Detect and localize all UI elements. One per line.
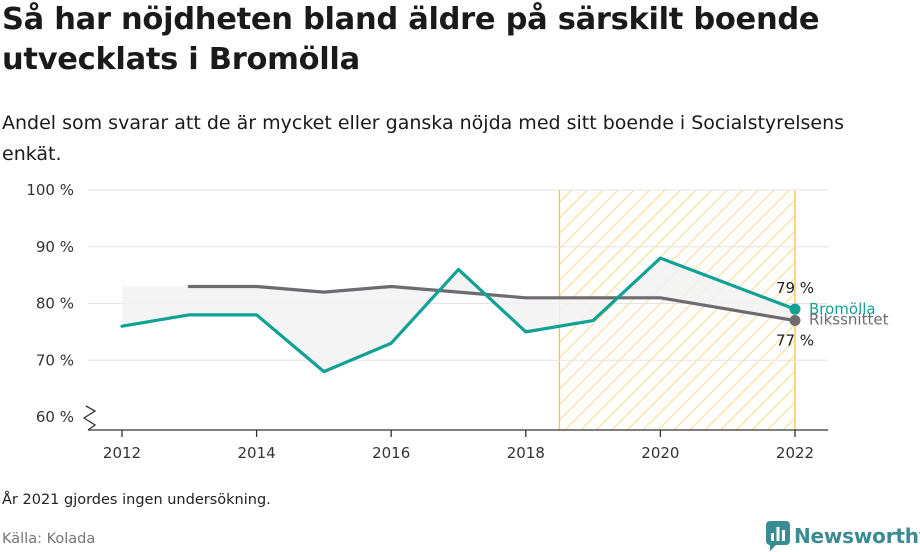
x-tick-label-2020: 2020 <box>641 444 679 462</box>
x-tick-label-2016: 2016 <box>372 444 410 462</box>
x-tick-label-2018: 2018 <box>507 444 545 462</box>
x-tick-label-2014: 2014 <box>238 444 276 462</box>
y-tick-label-100: 100 % <box>26 181 74 199</box>
y-tick-label-80: 80 % <box>36 295 74 313</box>
axes: 60 % 70 % 80 % 90 % 100 % 2012 2014 2016 2018 202… <box>26 181 828 462</box>
newsworthy-logo-icon <box>766 521 790 551</box>
footnote: År 2021 gjordes ingen undersökning. <box>2 492 271 508</box>
series-lines <box>120 256 801 374</box>
source-label: Källa: Kolada <box>2 531 96 547</box>
axis-break-mark <box>82 405 97 431</box>
series-line-rikssnittet <box>187 284 797 323</box>
x-tick-label-2022: 2022 <box>776 444 814 462</box>
newsworthy-logo: Newsworthy <box>766 521 920 551</box>
chart-subtitle: Andel som svarar att de är mycket eller … <box>2 112 845 165</box>
chart-title: Så har nöjdheten bland äldre på särskilt… <box>2 2 820 77</box>
line-chart: 60 % 70 % 80 % 90 % 100 % 2012 2014 2016 2018 202… <box>26 181 889 462</box>
series-line-bromolla <box>120 256 797 374</box>
y-tick-label-60: 60 % <box>36 408 74 426</box>
value-label-rikssnittet: 77 % <box>776 332 814 350</box>
y-tick-label-70: 70 % <box>36 351 74 369</box>
value-label-bromolla: 79 % <box>776 279 814 297</box>
end-point-rikssnittet <box>789 315 801 327</box>
end-point-bromolla <box>789 303 801 315</box>
x-tick-label-2012: 2012 <box>103 444 141 462</box>
y-tick-label-90: 90 % <box>36 238 74 256</box>
series-label-rikssnittet: Rikssnittet <box>809 311 889 329</box>
newsworthy-logo-text: Newsworthy <box>794 524 920 548</box>
series-label-bromolla: Bromölla <box>809 300 876 318</box>
